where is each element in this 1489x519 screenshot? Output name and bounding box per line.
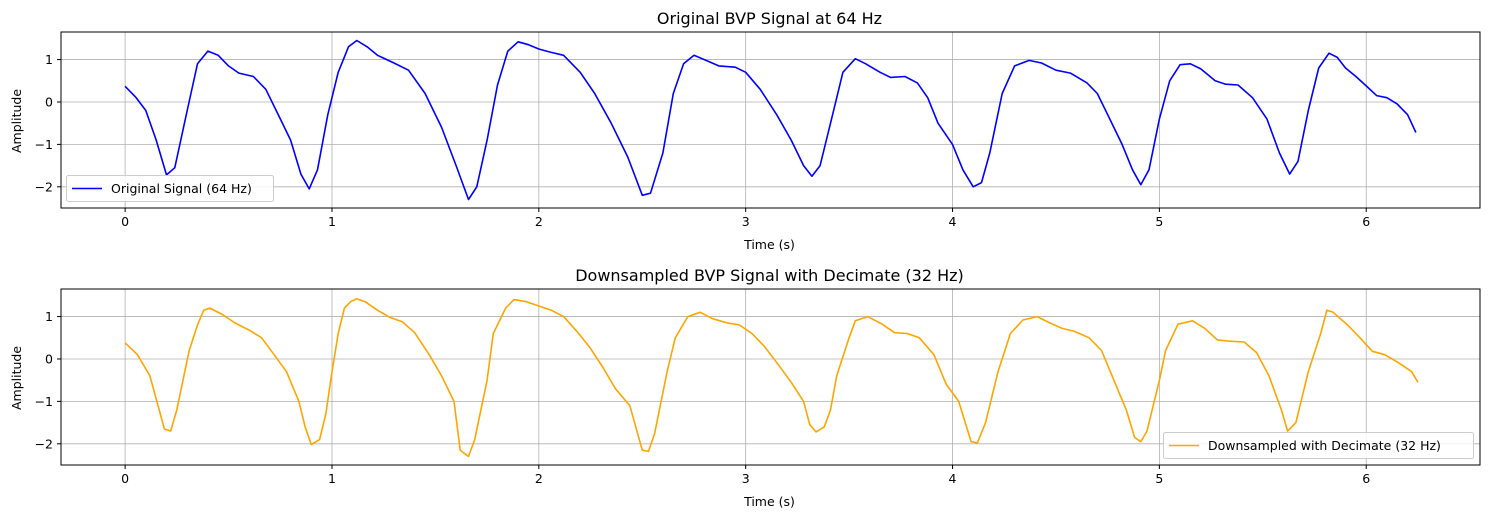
chart-title: Downsampled BVP Signal with Decimate (32… xyxy=(575,266,964,285)
x-tick-label: 3 xyxy=(742,214,750,229)
legend-box xyxy=(66,175,274,202)
legend-label: Downsampled with Decimate (32 Hz) xyxy=(1208,438,1441,453)
y-tick-label: 0 xyxy=(45,94,53,109)
x-tick-label: 3 xyxy=(742,471,750,486)
x-tick-label: 5 xyxy=(1155,214,1163,229)
plot-area: 0 1 2 3 4 5 6 −2 −1 0 1 xyxy=(35,288,1481,486)
y-tick-label: 1 xyxy=(45,52,53,67)
legend-label: Original Signal (64 Hz) xyxy=(111,181,252,196)
x-axis-label: Time (s) xyxy=(743,494,795,509)
y-tick-label: −2 xyxy=(35,179,53,194)
x-tick-label: 1 xyxy=(328,214,336,229)
y-tick-label: 1 xyxy=(45,309,53,324)
y-tick-label: −2 xyxy=(35,436,53,451)
series-line xyxy=(124,39,1417,201)
series-line xyxy=(124,298,1419,458)
legend: Original Signal (64 Hz) xyxy=(66,175,274,202)
plot-area: 0 1 2 3 4 5 6 −2 −1 0 1 xyxy=(35,31,1481,229)
subplot-downsampled: Downsampled BVP Signal with Decimate (32… xyxy=(9,266,1481,509)
axes-frame xyxy=(60,31,1481,209)
x-tick-label: 4 xyxy=(949,471,957,486)
y-axis-label: Amplitude xyxy=(9,89,24,153)
axes-frame xyxy=(60,288,1481,466)
chart-title: Original BVP Signal at 64 Hz xyxy=(657,9,882,28)
x-axis-label: Time (s) xyxy=(743,237,795,252)
y-tick-label: 0 xyxy=(45,351,53,366)
x-tick-label: 5 xyxy=(1155,471,1163,486)
x-tick-label: 6 xyxy=(1362,214,1370,229)
legend: Downsampled with Decimate (32 Hz) xyxy=(1163,432,1474,459)
subplot-original: Original BVP Signal at 64 Hz 0 1 2 3 4 5 6 −2 −1… xyxy=(9,9,1481,252)
y-axis-label: Amplitude xyxy=(9,346,24,410)
x-tick-label: 2 xyxy=(535,471,543,486)
x-tick-label: 1 xyxy=(328,471,336,486)
x-tick-label: 2 xyxy=(535,214,543,229)
x-tick-label: 0 xyxy=(121,471,129,486)
y-tick-label: −1 xyxy=(35,394,53,409)
x-tick-label: 4 xyxy=(949,214,957,229)
y-tick-label: −1 xyxy=(35,137,53,152)
x-tick-label: 0 xyxy=(121,214,129,229)
x-tick-label: 6 xyxy=(1362,471,1370,486)
legend-box xyxy=(1163,432,1474,459)
